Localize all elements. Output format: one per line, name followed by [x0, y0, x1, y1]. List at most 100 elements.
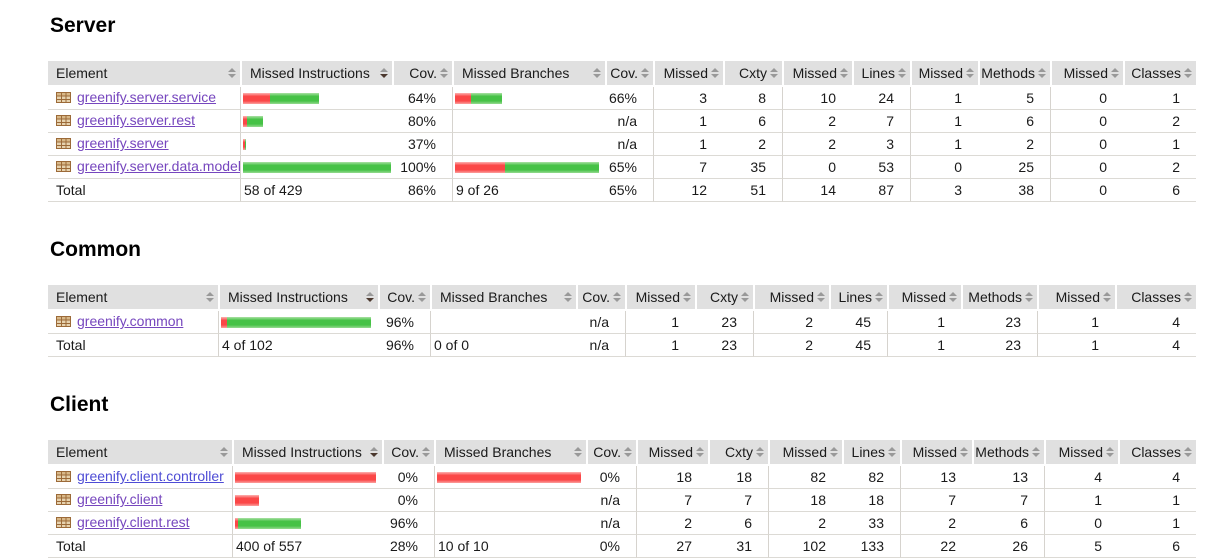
- cell-total-label: Total: [48, 334, 218, 357]
- cell-missed-methods: 1: [887, 334, 961, 357]
- column-header-cxty-6[interactable]: Cxty: [723, 61, 782, 87]
- column-header-cov-4[interactable]: Cov.: [605, 61, 653, 87]
- column-header-element-0[interactable]: Element: [48, 61, 240, 87]
- package-link[interactable]: greenify.server.data.model: [77, 158, 240, 175]
- sort-icon: [898, 68, 906, 78]
- column-header-missed-11[interactable]: Missed: [1037, 285, 1115, 311]
- column-header-missed-5[interactable]: Missed: [625, 285, 695, 311]
- cell-branch-bar: [430, 311, 576, 334]
- cell-missed-cxty: 2: [636, 512, 708, 535]
- header-row: Element Missed Instructions Cov. Missed Bra…: [48, 440, 1196, 466]
- cell-cxty: 23: [695, 311, 753, 334]
- column-header-cov-4[interactable]: Cov.: [586, 440, 636, 466]
- column-header-cov-2[interactable]: Cov.: [382, 440, 434, 466]
- column-header-cov-2[interactable]: Cov.: [378, 285, 430, 311]
- column-header-label: Missed: [912, 444, 957, 460]
- cell-instruction-bar: [240, 110, 392, 133]
- column-header-element-0[interactable]: Element: [48, 285, 218, 311]
- covered-bar: [227, 316, 371, 328]
- column-header-missed-instructions-1[interactable]: Missed Instructions: [218, 285, 378, 311]
- coverage-table-server: Element Missed Instructions Cov. Missed Bra…: [48, 61, 1196, 202]
- cell-missed-classes: 0: [1050, 156, 1123, 179]
- column-header-missed-7[interactable]: Missed: [768, 440, 842, 466]
- column-header-methods-10[interactable]: Methods: [978, 61, 1050, 87]
- covered-bar: [238, 517, 301, 529]
- column-header-label: Missed: [918, 65, 963, 81]
- package-link[interactable]: greenify.common: [77, 313, 184, 330]
- missed-bar: [455, 92, 471, 104]
- table-row: greenify.client 0% n/a 7 7 18 18 7 7 1 1: [48, 489, 1196, 512]
- column-header-cov-4[interactable]: Cov.: [576, 285, 625, 311]
- column-header-missed-11[interactable]: Missed: [1044, 440, 1118, 466]
- package-link[interactable]: greenify.client: [77, 491, 163, 508]
- cell-instruction-coverage: 64%: [392, 87, 452, 110]
- column-header-methods-10[interactable]: Methods: [972, 440, 1044, 466]
- column-header-methods-10[interactable]: Methods: [961, 285, 1037, 311]
- column-header-lines-8[interactable]: Lines: [842, 440, 900, 466]
- column-header-classes-12[interactable]: Classes: [1118, 440, 1196, 466]
- package-link[interactable]: greenify.client.rest: [77, 514, 190, 531]
- column-header-label: Element: [56, 289, 108, 305]
- column-header-missed-7[interactable]: Missed: [782, 61, 852, 87]
- column-header-missed-5[interactable]: Missed: [636, 440, 708, 466]
- cell-missed-classes: 1: [1037, 334, 1115, 357]
- package-link[interactable]: greenify.server: [77, 135, 169, 152]
- column-header-lines-8[interactable]: Lines: [852, 61, 910, 87]
- package-link[interactable]: greenify.server.service: [77, 89, 217, 106]
- column-header-cxty-6[interactable]: Cxty: [708, 440, 768, 466]
- column-header-cov-2[interactable]: Cov.: [392, 61, 452, 87]
- cell-branch-coverage: 66%: [605, 87, 653, 110]
- cell-missed-classes: 1: [1037, 311, 1115, 334]
- cell-element: greenify.client.controller: [48, 466, 232, 489]
- sort-icon: [641, 68, 649, 78]
- table-row: greenify.server.service 64% 66% 3 8 10 24 1 5 0 1: [48, 87, 1196, 110]
- column-header-missed-instructions-1[interactable]: Missed Instructions: [240, 61, 392, 87]
- column-header-missed-11[interactable]: Missed: [1050, 61, 1123, 87]
- sort-icon: [370, 447, 378, 457]
- cell-lines: 45: [829, 334, 887, 357]
- column-header-missed-branches-3[interactable]: Missed Branches: [434, 440, 586, 466]
- cell-classes: 1: [1123, 133, 1196, 156]
- column-header-classes-12[interactable]: Classes: [1115, 285, 1196, 311]
- section-title-common: Common: [50, 238, 141, 261]
- sort-icon: [741, 292, 749, 302]
- cell-methods: 6: [978, 110, 1050, 133]
- column-header-missed-7[interactable]: Missed: [753, 285, 829, 311]
- cell-lines: 7: [852, 110, 910, 133]
- cell-lines: 24: [852, 87, 910, 110]
- column-header-label: Lines: [851, 444, 885, 460]
- cell-missed-lines: 82: [768, 466, 842, 489]
- column-header-missed-branches-3[interactable]: Missed Branches: [430, 285, 576, 311]
- cell-element: greenify.client: [48, 489, 232, 512]
- cell-cxty: 6: [708, 512, 768, 535]
- column-header-missed-9[interactable]: Missed: [910, 61, 978, 87]
- sort-icon: [1184, 292, 1192, 302]
- column-header-label: Element: [56, 65, 108, 81]
- column-header-missed-instructions-1[interactable]: Missed Instructions: [232, 440, 382, 466]
- sort-icon: [1103, 292, 1111, 302]
- column-header-element-0[interactable]: Element: [48, 440, 232, 466]
- column-header-missed-branches-3[interactable]: Missed Branches: [452, 61, 605, 87]
- column-header-lines-8[interactable]: Lines: [829, 285, 887, 311]
- sort-icon: [440, 68, 448, 78]
- cell-total-branch-coverage: 0%: [586, 535, 636, 558]
- column-header-missed-5[interactable]: Missed: [653, 61, 723, 87]
- column-header-label: Classes: [1131, 65, 1181, 81]
- cell-total-branch-coverage: n/a: [576, 334, 625, 357]
- cell-classes: 1: [1118, 512, 1196, 535]
- cell-classes: 6: [1118, 535, 1196, 558]
- sort-icon: [1184, 447, 1192, 457]
- column-header-missed-9[interactable]: Missed: [900, 440, 972, 466]
- total-row: Total 58 of 429 86% 9 of 26 65% 12 51 14 87 3 38 0 6: [48, 179, 1196, 202]
- package-link[interactable]: greenify.server.rest: [77, 112, 196, 129]
- cell-classes: 4: [1118, 466, 1196, 489]
- column-header-classes-12[interactable]: Classes: [1123, 61, 1196, 87]
- missed-bar: [221, 316, 227, 328]
- column-header-label: Cov.: [387, 289, 415, 305]
- column-header-missed-9[interactable]: Missed: [887, 285, 961, 311]
- column-header-label: Missed Branches: [440, 289, 548, 305]
- table-row: greenify.server.data.model 100% 65% 7 35 0 53 0…: [48, 156, 1196, 179]
- package-link[interactable]: greenify.client.controller: [77, 468, 224, 485]
- column-header-cxty-6[interactable]: Cxty: [695, 285, 753, 311]
- cell-missed-classes: 0: [1050, 87, 1123, 110]
